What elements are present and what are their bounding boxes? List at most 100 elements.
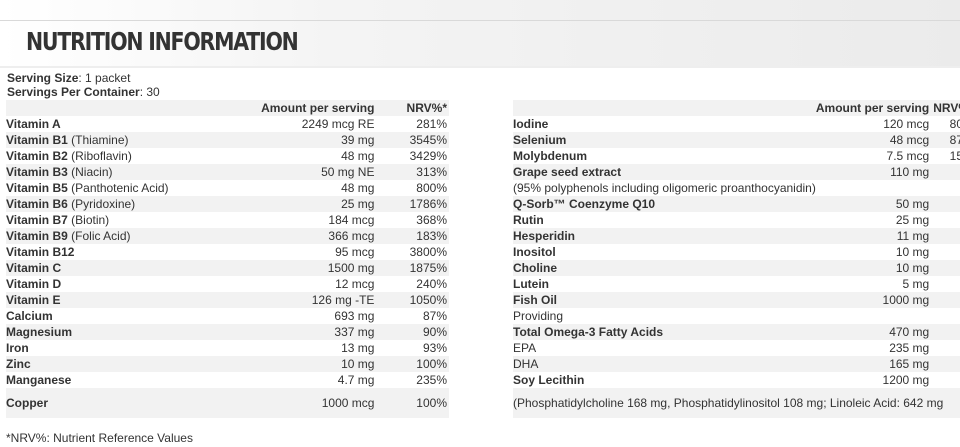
nutrient-name: DHA: [513, 356, 816, 372]
table-row: Vitamin B2 (Riboflavin) 48 mg 3429%: [6, 148, 449, 164]
amount-cell: [816, 308, 933, 324]
table-row: Rutin 25 mg: [513, 212, 960, 228]
nutrient-name: Vitamin B5 (Panthotenic Acid): [6, 180, 255, 196]
amount-cell: 13 mg: [341, 341, 375, 355]
nutrient-name-detail: (Thiamine): [67, 133, 129, 147]
amount-cell: 120 mcg: [883, 117, 930, 131]
nutrient-name-bold: Vitamin C: [6, 261, 62, 275]
nrv-cell: [933, 308, 960, 324]
nutrient-name: Q-Sorb™ Coenzyme Q10: [513, 196, 816, 212]
amount-cell: 4.7 mg: [337, 373, 375, 387]
nutrient-name-detail: (Biotin): [67, 213, 110, 227]
nutrient-name: Vitamin C: [6, 260, 255, 276]
table-row: Iodine 120 mcg 80%: [513, 116, 960, 132]
amount-cell: 2249 mcg RE: [301, 117, 375, 131]
nutrient-name-bold: Iodine: [513, 117, 549, 131]
table-row: Vitamin A 2249 mcg RE 281%: [6, 116, 449, 132]
nutrient-name: Calcium: [6, 308, 255, 324]
servings-per-container-line: Servings Per Container: 30: [7, 85, 160, 99]
servings-per-container-label: Servings Per Container: [7, 85, 140, 99]
table-row: DHA 165 mg: [513, 356, 960, 372]
nrv-cell: [933, 372, 960, 388]
nutrient-name: Vitamin B9 (Folic Acid): [6, 228, 255, 244]
table-row: Grape seed extract 110 mg: [513, 164, 960, 180]
table-row: Magnesium 337 mg 90%: [6, 324, 449, 340]
nutrient-name-bold: Vitamin A: [6, 117, 61, 131]
nutrient-name: Fish Oil: [513, 292, 816, 308]
nutrient-name-bold: Copper: [6, 396, 48, 410]
nrv-cell: 100%: [378, 356, 449, 372]
table-row: Vitamin B3 (Niacin) 50 mg NE 313%: [6, 164, 449, 180]
table-row: Choline 10 mg: [513, 260, 960, 276]
table-row: Copper 1000 mcg 100%: [6, 388, 449, 418]
table-row: Zinc 10 mg 100%: [6, 356, 449, 372]
table-row: Molybdenum 7.5 mcg 15%: [513, 148, 960, 164]
amount-cell: 10 mg: [895, 245, 930, 259]
nutrition-table-left: Amount per serving NRV%* Vitamin A 2249 mcg…: [6, 100, 449, 418]
nutrient-name: Vitamin B1 (Thiamine): [6, 132, 255, 148]
nutrient-name-bold: Inositol: [513, 245, 556, 259]
nutrient-name-bold: Vitamin B2: [6, 149, 68, 163]
nutrient-name-bold: Fish Oil: [513, 293, 558, 307]
nutrient-name-bold: Lutein: [513, 277, 549, 291]
nutrient-name: Providing: [513, 308, 816, 324]
nutrient-name-detail: (Pyridoxine): [67, 197, 136, 211]
amount-cell: 165 mg: [815, 356, 934, 372]
nutrient-name: Vitamin B2 (Riboflavin): [6, 148, 255, 164]
nutrient-name: Zinc: [6, 356, 255, 372]
amount-cell: 366 mcg: [254, 228, 379, 244]
nrv-cell: 100%: [378, 388, 449, 418]
nutrient-name: Vitamin E: [6, 292, 255, 308]
table-row: Total Omega-3 Fatty Acids 470 mg: [513, 324, 960, 340]
nrv-cell: [933, 276, 960, 292]
nrv-cell: [933, 164, 960, 180]
nrv-column-header: NRV%*: [933, 100, 960, 116]
amount-cell: 5 mg: [902, 277, 930, 291]
nutrient-name-detail: (Folic Acid): [67, 229, 131, 243]
nutrient-name: Vitamin B7 (Biotin): [6, 212, 255, 228]
nutrient-name: Copper: [6, 388, 255, 418]
nutrient-name-detail: (Niacin): [67, 165, 113, 179]
nutrient-column-header: [513, 100, 816, 116]
nutrient-name-bold: Vitamin D: [6, 277, 62, 291]
nrv-cell: 1786%: [378, 196, 449, 212]
nutrient-name: Manganese: [6, 372, 255, 388]
nutrient-name-bold: Soy Lecithin: [513, 373, 585, 387]
nutrient-name: (Phosphatidylcholine 168 mg, Phosphatidy…: [513, 388, 960, 418]
nrv-cell: [933, 212, 960, 228]
nrv-cell: 90%: [378, 324, 449, 340]
amount-cell: 110 mg: [815, 164, 934, 180]
amount-cell: 1500 mg: [254, 260, 379, 276]
nutrient-name: Rutin: [513, 212, 816, 228]
nutrient-name: Choline: [513, 260, 816, 276]
table-row: Vitamin E 126 mg -TE 1050%: [6, 292, 449, 308]
nutrient-name-detail: DHA: [513, 357, 539, 371]
nrv-cell: 15%: [949, 149, 960, 163]
table-row: Manganese 4.7 mg 235%: [6, 372, 449, 388]
amount-cell: 25 mg: [895, 213, 930, 227]
table-row: Lutein 5 mg: [513, 276, 960, 292]
nutrient-name-bold: Vitamin B9: [6, 229, 68, 243]
nutrient-name-bold: Iron: [6, 341, 29, 355]
nutrient-name: Molybdenum: [513, 148, 816, 164]
nutrient-name-bold: Vitamin B5: [6, 181, 68, 195]
nutrient-name: Vitamin D: [6, 276, 255, 292]
header-banner: [0, 0, 960, 68]
table-row: EPA 235 mg: [513, 340, 960, 356]
nutrient-name-bold: Calcium: [6, 309, 53, 323]
nrv-cell: 183%: [378, 228, 449, 244]
table-row: Vitamin C 1500 mg 1875%: [6, 260, 449, 276]
nutrient-name: Selenium: [513, 132, 816, 148]
nrv-cell: 281%: [416, 117, 447, 131]
amount-cell: 126 mg -TE: [254, 292, 379, 308]
nrv-cell: 235%: [416, 373, 447, 387]
nutrient-name-bold: Q-Sorb™ Coenzyme Q10: [513, 197, 656, 211]
amount-cell: 470 mg: [815, 324, 934, 340]
nutrient-name: Soy Lecithin: [513, 372, 816, 388]
table-row: (95% polyphenols including oligomeric pr…: [513, 180, 960, 196]
nrv-cell: 3545%: [378, 132, 449, 148]
nutrient-name-bold: Vitamin E: [6, 293, 61, 307]
amount-cell: 7.5 mcg: [886, 149, 930, 163]
